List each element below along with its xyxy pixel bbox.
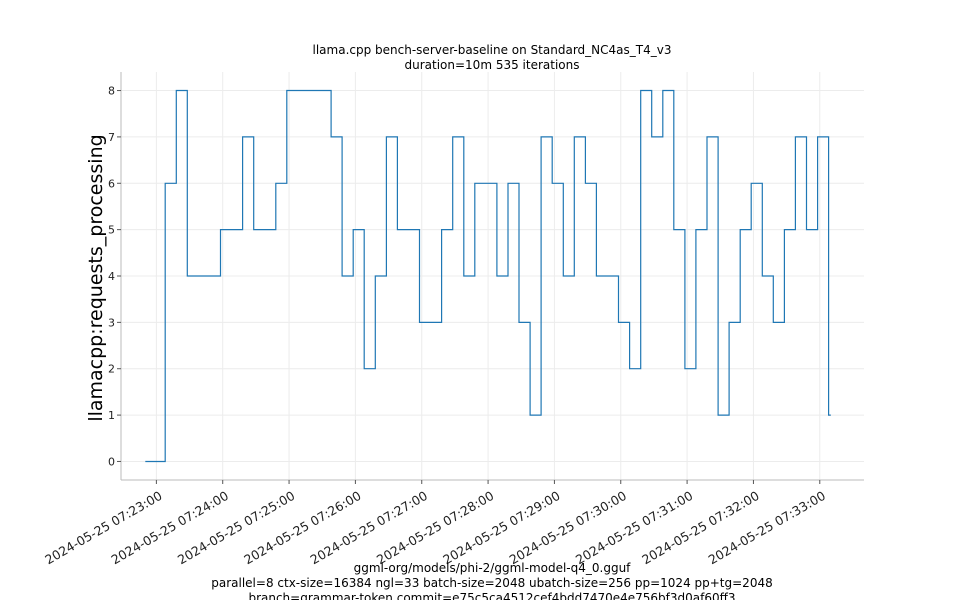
x-tick-label: 2024-05-25 07:29:00 bbox=[440, 488, 563, 567]
y-tick-label: 2 bbox=[108, 363, 115, 376]
grid-lines bbox=[121, 72, 864, 480]
x-axis-label-line: branch=grammar-token commit=e75c5ca4512c… bbox=[248, 591, 735, 600]
x-tick-label: 2024-05-25 07:23:00 bbox=[42, 488, 165, 567]
x-tick-label: 2024-05-25 07:25:00 bbox=[175, 488, 298, 567]
x-tick-label: 2024-05-25 07:24:00 bbox=[109, 488, 232, 567]
x-tick-label: 2024-05-25 07:33:00 bbox=[706, 488, 829, 567]
y-tick-label: 7 bbox=[108, 131, 115, 144]
y-tick-label: 6 bbox=[108, 177, 115, 190]
chart-title: llama.cpp bench-server-baseline on Stand… bbox=[313, 43, 672, 57]
y-tick-label: 3 bbox=[108, 316, 115, 329]
x-tick-label: 2024-05-25 07:28:00 bbox=[374, 488, 497, 567]
x-tick-label: 2024-05-25 07:30:00 bbox=[507, 488, 630, 567]
x-axis-label-line: ggml-org/models/phi-2/ggml-model-q4_0.gg… bbox=[354, 561, 632, 575]
series-line bbox=[145, 89, 831, 463]
series-layer bbox=[145, 89, 831, 463]
x-tick-label: 2024-05-25 07:27:00 bbox=[308, 488, 431, 567]
y-axis-label: llamacpp:requests_processing bbox=[85, 134, 107, 421]
y-tick-label: 8 bbox=[108, 85, 115, 98]
x-tick-label: 2024-05-25 07:32:00 bbox=[639, 488, 762, 567]
x-tick-label: 2024-05-25 07:26:00 bbox=[241, 488, 364, 567]
y-axis-ticks: 0 1 2 3 4 5 6 7 8 bbox=[108, 85, 121, 468]
x-axis-label-line: parallel=8 ctx-size=16384 ngl=33 batch-s… bbox=[211, 576, 772, 590]
y-tick-label: 4 bbox=[108, 270, 115, 283]
chart-subtitle: duration=10m 535 iterations bbox=[405, 58, 580, 72]
y-tick-label: 0 bbox=[108, 455, 115, 468]
y-tick-label: 1 bbox=[108, 409, 115, 422]
x-axis-label: ggml-org/models/phi-2/ggml-model-q4_0.gg… bbox=[211, 561, 772, 600]
x-tick-label: 2024-05-25 07:31:00 bbox=[573, 488, 696, 567]
y-tick-label: 5 bbox=[108, 224, 115, 237]
